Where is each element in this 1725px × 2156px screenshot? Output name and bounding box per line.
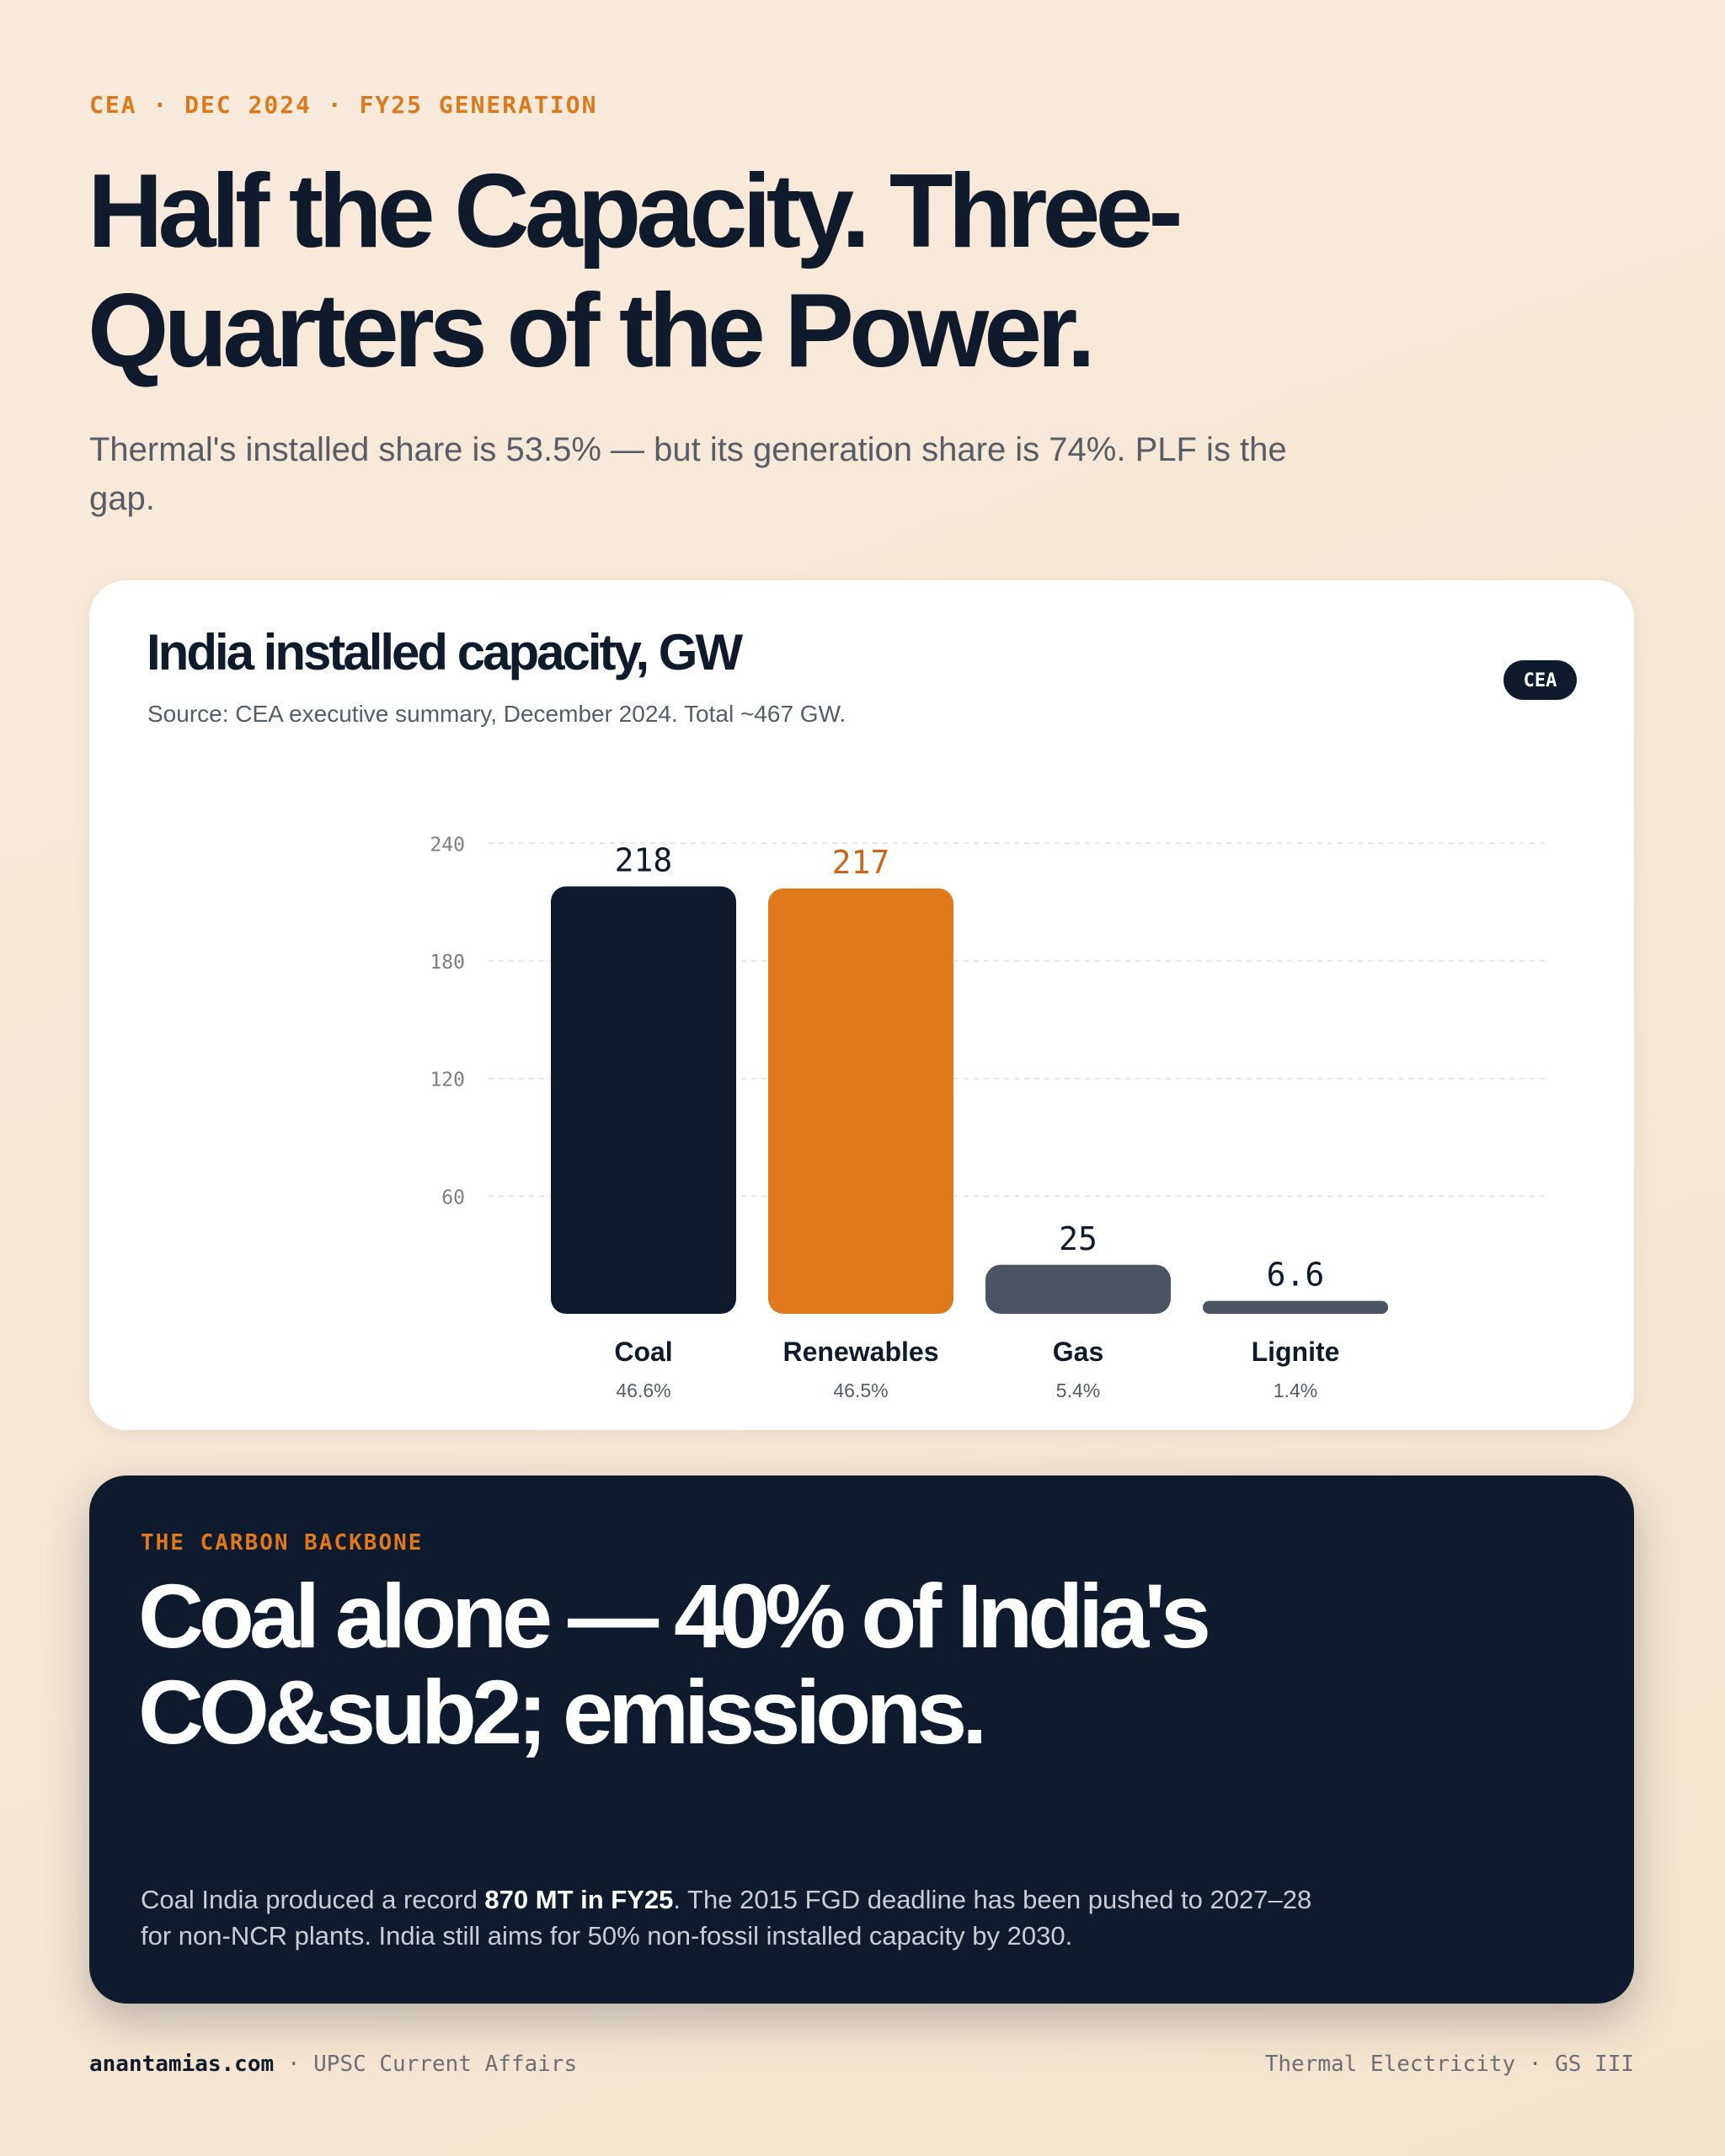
tag: UPSC Current Affairs: [313, 2052, 578, 2077]
badge-bg: [1503, 660, 1577, 700]
bar: [985, 1264, 1171, 1314]
subtitle: Thermal's installed share is 53.5% — but…: [89, 431, 1287, 517]
bar: [1203, 1300, 1388, 1314]
value-label: 6.6: [1267, 1257, 1325, 1294]
bar: [768, 888, 953, 1314]
value-label: 217: [832, 844, 890, 881]
callout-body: Coal India produced a record 870 MT in F…: [141, 1881, 1320, 1954]
y-tick-label: 180: [430, 952, 465, 974]
share-label: 1.4%: [1274, 1380, 1317, 1401]
footer-left: anantamias.com · UPSC Current Affairs: [89, 2052, 577, 2077]
badge: CEA: [1524, 670, 1557, 691]
headline: Half the Capacity. Three-Quarters of the…: [88, 153, 1183, 389]
share-label: 46.5%: [833, 1380, 888, 1401]
x-tick-label: Gas: [1053, 1337, 1103, 1367]
body-text: . The 2015 FGD deadline has been pushed …: [141, 1885, 1312, 1951]
value-label: 25: [1059, 1220, 1097, 1257]
share-label: 5.4%: [1056, 1380, 1100, 1401]
chart: India installed capacity, GW Source: CEA…: [147, 624, 1577, 1401]
footer-right: Thermal Electricity · GS III: [1264, 2052, 1634, 2077]
value-label: 218: [615, 841, 673, 878]
bar: [551, 886, 736, 1314]
chart-card: India installed capacity, GW Source: CEA…: [89, 580, 1634, 1430]
y-tick-label: 240: [430, 834, 465, 856]
separator: ·: [286, 2052, 301, 2077]
share-label: 46.6%: [616, 1380, 670, 1401]
x-tick-label: Renewables: [783, 1337, 939, 1367]
callout-title: Coal alone — 40% of India's CO&sub2; emi…: [138, 1565, 1211, 1763]
site: anantamias.com: [89, 2052, 275, 2077]
chart-subtitle: Source: CEA executive summary, December …: [147, 701, 846, 727]
body-text: Coal India produced a record: [141, 1885, 485, 1914]
callout-kicker: THE CARBON BACKBONE: [141, 1530, 424, 1556]
x-tick-label: Coal: [614, 1337, 672, 1367]
callout: THE CARBON BACKBONE Coal alone — 40% of …: [89, 1476, 1634, 2004]
kicker: CEA · DEC 2024 · FY25 GENERATION: [89, 91, 598, 119]
x-tick-label: Lignite: [1252, 1337, 1340, 1367]
chart-title: India installed capacity, GW: [147, 624, 743, 680]
y-tick-label: 120: [430, 1070, 465, 1091]
body-highlight: 870 MT in FY25: [484, 1885, 674, 1914]
y-tick-label: 60: [441, 1187, 465, 1209]
